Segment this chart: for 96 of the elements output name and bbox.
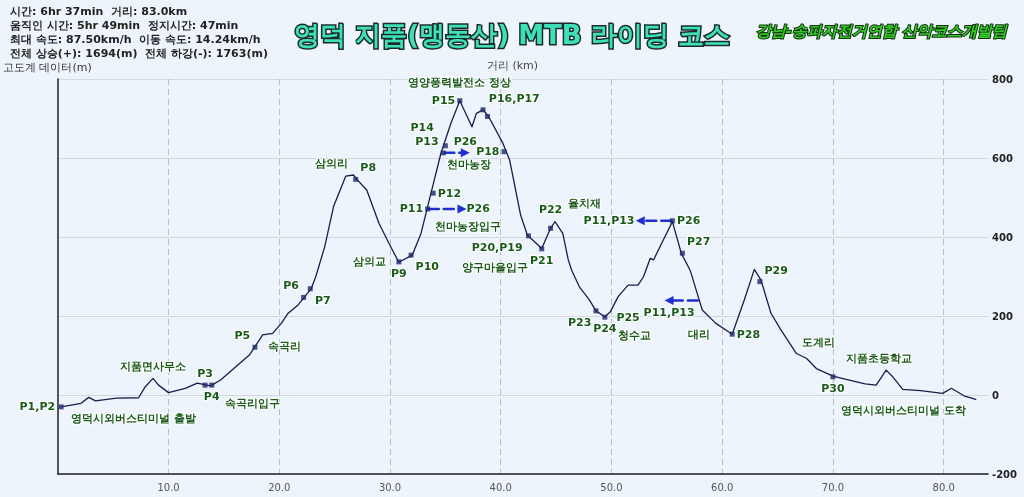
annotation: 양구마을입구: [462, 260, 529, 274]
point: [602, 314, 608, 320]
x-tick-label: 40.0: [489, 481, 512, 493]
annotation: P7: [314, 293, 331, 307]
point: [669, 218, 675, 224]
annotation: 지품초등학교: [845, 351, 913, 365]
text: 전체 상승(+): 1694(m) 전체 하강(-): 1763(m): [10, 47, 268, 60]
annotation: 지품면사무소: [119, 360, 187, 374]
point: [830, 374, 836, 380]
annotation: P30: [821, 381, 845, 395]
x-axis-title: 거리 (km): [486, 59, 539, 72]
text: 시간: 6hr 37min 거리: 83.0km: [10, 5, 188, 18]
point: [209, 382, 215, 388]
point: [679, 250, 685, 256]
annotation: P5: [234, 329, 251, 343]
annotation: P26: [676, 214, 701, 228]
annotation: P25: [616, 310, 640, 324]
point: [440, 150, 446, 156]
point: [729, 331, 735, 337]
point: [202, 382, 208, 388]
annotation: 천마농장입구: [434, 220, 501, 234]
x-tick-label: 50.0: [600, 481, 623, 493]
x-tick-label: 20.0: [268, 481, 291, 493]
annotation: 율치재: [567, 196, 601, 210]
point: [430, 190, 436, 196]
point: [408, 252, 414, 258]
y-tick-label: 400: [992, 231, 1013, 243]
point: [757, 279, 763, 285]
annotation: 대리: [688, 328, 711, 342]
annotation: P26: [466, 202, 491, 216]
annotation: 속곡리입구: [224, 397, 280, 411]
annotation: P29: [764, 263, 788, 277]
annotation: P13: [415, 134, 439, 148]
point: [539, 246, 545, 252]
point: [252, 344, 258, 350]
text: 움직인 시간: 5hr 49min 정지시간: 47min: [10, 19, 239, 32]
annotation: P8: [360, 161, 377, 175]
point: [353, 176, 359, 182]
x-tick-label: 70.0: [821, 481, 845, 493]
annotation: 도계리: [802, 335, 836, 349]
annotation: P12: [437, 186, 462, 200]
annotation: P21: [530, 253, 554, 267]
chart-title: 영덕 지품(맹동산) MTB 라이딩 코스: [294, 19, 730, 50]
point: [58, 404, 64, 410]
annotation: P20,P19: [471, 240, 523, 254]
annotation: P9: [391, 266, 407, 280]
annotation: P26: [453, 134, 478, 148]
annotation: P24: [593, 322, 617, 336]
annotation: P11,P13: [583, 214, 635, 228]
point: [425, 206, 431, 212]
annotation: 속곡리: [268, 339, 302, 353]
annotation: P23: [568, 315, 592, 329]
y-tick-label: 800: [992, 73, 1013, 85]
annotation: 영양풍력발전소 정상: [408, 75, 512, 89]
annotation: P22: [538, 203, 563, 217]
annotation: P4: [203, 390, 220, 404]
point: [301, 294, 307, 300]
y-tick-label: 200: [992, 310, 1013, 322]
y-tick-label: 600: [992, 152, 1013, 164]
annotation: 청수교: [617, 329, 651, 343]
x-tick-label: 30.0: [378, 481, 402, 493]
annotation: P15: [431, 94, 456, 108]
annotation: P27: [686, 235, 711, 249]
point: [484, 114, 490, 120]
annotation: 삼의리: [314, 156, 348, 170]
point: [307, 286, 313, 292]
annotation: P16,P17: [488, 91, 540, 105]
x-tick-label: 10.0: [157, 481, 180, 493]
y-tick-label: -200: [992, 468, 1018, 480]
y-axis-title: 고도계 데이터(m): [3, 61, 92, 74]
annotation: P11: [399, 202, 424, 216]
point: [593, 308, 599, 314]
annotation: P14: [410, 120, 435, 134]
annotation: P18: [476, 145, 500, 159]
annotation: P1,P2: [19, 400, 56, 414]
y-tick-label: 0: [992, 389, 999, 401]
annotation: 삼의교: [353, 255, 387, 269]
x-tick-label: 60.0: [711, 481, 734, 493]
x-tick-label: 80.0: [932, 481, 955, 493]
annotation: 천마농장: [446, 158, 491, 172]
point: [480, 107, 486, 113]
point: [548, 225, 554, 231]
annotation: 영덕시외버스티미널 출발: [70, 411, 196, 425]
annotation: 영덕시외버스티미널 도착: [841, 404, 967, 418]
point: [396, 259, 402, 265]
point: [442, 143, 448, 149]
annotation: P3: [197, 367, 213, 381]
annotation: P6: [283, 279, 300, 293]
text: 최대 속도: 87.50km/h 이동 속도: 14.24km/h: [10, 33, 261, 46]
point: [525, 233, 531, 239]
chart-subtitle: 강남-송파자전거연합 산악코스개발팀: [755, 21, 1008, 40]
annotation: P10: [415, 260, 440, 274]
point: [457, 98, 463, 104]
point: [501, 149, 507, 155]
annotation: P28: [736, 327, 761, 341]
annotation: P11,P13: [643, 305, 695, 319]
